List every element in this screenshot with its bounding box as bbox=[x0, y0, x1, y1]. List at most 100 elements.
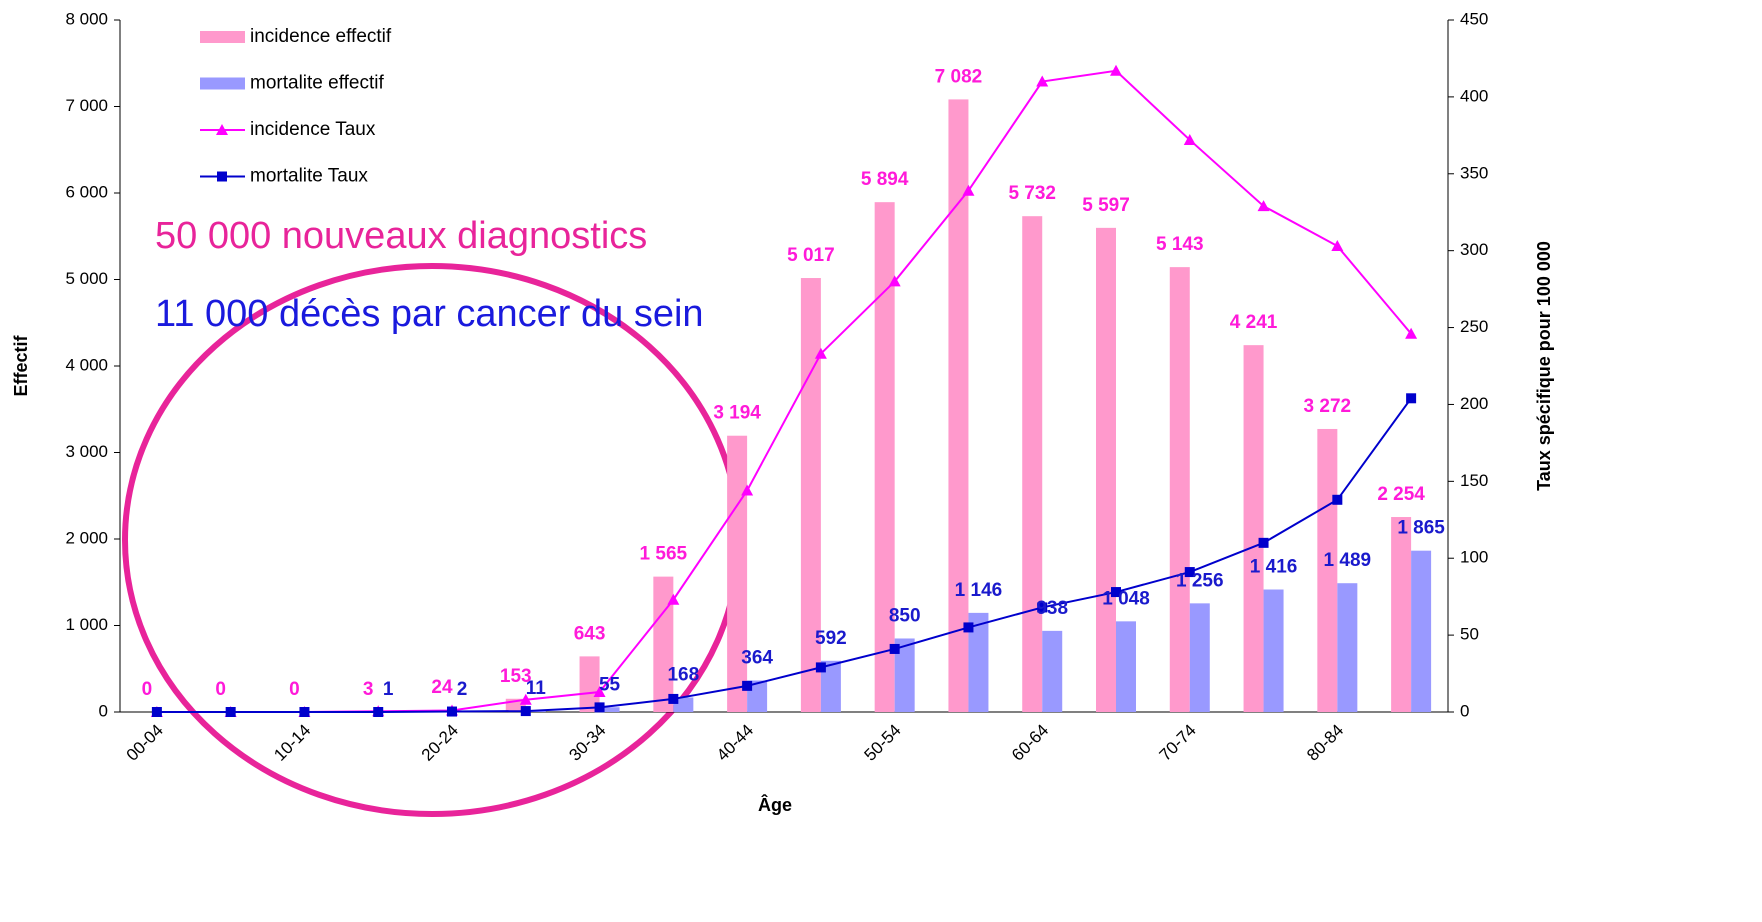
y-tick-label: 2 000 bbox=[65, 528, 108, 547]
x-tick-label: 30-34 bbox=[565, 721, 609, 765]
data-label: 0 bbox=[142, 679, 153, 700]
data-label: 1 256 bbox=[1176, 570, 1224, 591]
bar bbox=[1337, 583, 1357, 712]
legend-label: incidence Taux bbox=[250, 119, 376, 140]
bar bbox=[653, 577, 673, 712]
data-label: 3 bbox=[363, 679, 374, 700]
marker bbox=[1332, 495, 1342, 505]
x-axis-label: Âge bbox=[758, 794, 792, 815]
data-label: 7 082 bbox=[935, 66, 983, 87]
data-label: 938 bbox=[1036, 598, 1068, 619]
marker bbox=[595, 702, 605, 712]
y2-tick-label: 350 bbox=[1460, 163, 1488, 182]
data-label: 1 416 bbox=[1250, 557, 1298, 578]
data-label: 168 bbox=[667, 664, 699, 685]
marker bbox=[521, 706, 531, 716]
data-label: 11 bbox=[526, 678, 547, 699]
legend-swatch bbox=[200, 31, 245, 43]
legend-label: incidence effectif bbox=[250, 26, 392, 47]
data-label: 0 bbox=[215, 679, 226, 700]
bar bbox=[1244, 345, 1264, 712]
data-label: 1 bbox=[383, 679, 394, 700]
marker bbox=[668, 694, 678, 704]
y-tick-label: 1 000 bbox=[65, 615, 108, 634]
legend-item: incidence Taux bbox=[200, 119, 376, 140]
marker bbox=[1259, 538, 1269, 548]
marker bbox=[373, 707, 383, 717]
marker bbox=[890, 644, 900, 654]
y-tick-label: 3 000 bbox=[65, 442, 108, 461]
marker bbox=[1110, 65, 1122, 76]
data-label: 850 bbox=[889, 605, 921, 626]
y2-tick-label: 200 bbox=[1460, 394, 1488, 413]
bar bbox=[1170, 267, 1190, 712]
legend-marker bbox=[217, 172, 227, 182]
y-tick-label: 8 000 bbox=[65, 9, 108, 28]
marker bbox=[447, 707, 457, 717]
data-label: 5 732 bbox=[1008, 183, 1056, 204]
bar bbox=[1022, 216, 1042, 712]
data-label: 3 194 bbox=[713, 403, 761, 424]
legend-swatch bbox=[200, 78, 245, 90]
data-label: 1 048 bbox=[1102, 588, 1150, 609]
data-label: 2 254 bbox=[1377, 484, 1425, 505]
x-tick-label: 80-84 bbox=[1303, 721, 1347, 765]
data-label: 2 bbox=[457, 679, 468, 700]
marker bbox=[1331, 240, 1343, 251]
data-label: 1 865 bbox=[1397, 518, 1445, 539]
bar bbox=[1411, 551, 1431, 712]
y2-tick-label: 150 bbox=[1460, 471, 1488, 490]
data-label: 1 146 bbox=[955, 580, 1003, 601]
y2-tick-label: 400 bbox=[1460, 86, 1488, 105]
y2-tick-label: 0 bbox=[1460, 701, 1469, 720]
y2-axis-label: Taux spécifique pour 100 000 bbox=[1534, 241, 1554, 491]
legend-label: mortalite effectif bbox=[250, 73, 384, 94]
annotation: 50 000 nouveaux diagnostics bbox=[155, 215, 647, 257]
data-label: 364 bbox=[741, 648, 773, 669]
x-tick-label: 50-54 bbox=[860, 721, 904, 765]
marker bbox=[742, 681, 752, 691]
bar bbox=[1042, 631, 1062, 712]
legend-item: mortalite effectif bbox=[200, 73, 384, 94]
data-label: 1 565 bbox=[640, 544, 688, 565]
bar bbox=[1391, 517, 1411, 712]
y-tick-label: 4 000 bbox=[65, 355, 108, 374]
bar bbox=[1096, 228, 1116, 712]
data-label: 0 bbox=[289, 679, 300, 700]
data-label: 1 489 bbox=[1324, 550, 1372, 571]
marker bbox=[1406, 393, 1416, 403]
marker bbox=[299, 707, 309, 717]
x-tick-label: 00-04 bbox=[123, 721, 167, 765]
x-tick-label: 40-44 bbox=[713, 721, 757, 765]
x-tick-label: 20-24 bbox=[418, 721, 462, 765]
data-label: 5 894 bbox=[861, 169, 909, 190]
bar bbox=[727, 436, 747, 712]
y2-tick-label: 50 bbox=[1460, 625, 1479, 644]
annotation: 11 000 décès par cancer du sein bbox=[155, 293, 704, 335]
data-label: 4 241 bbox=[1230, 312, 1278, 333]
y2-tick-label: 450 bbox=[1460, 9, 1488, 28]
marker bbox=[816, 662, 826, 672]
x-tick-label: 60-64 bbox=[1008, 721, 1052, 765]
y-tick-label: 0 bbox=[99, 701, 108, 720]
y2-tick-label: 100 bbox=[1460, 548, 1488, 567]
legend-item: incidence effectif bbox=[200, 26, 392, 47]
legend-item: mortalite Taux bbox=[200, 166, 368, 187]
x-tick-label: 70-74 bbox=[1156, 721, 1200, 765]
legend-label: mortalite Taux bbox=[250, 166, 368, 187]
data-label: 5 143 bbox=[1156, 234, 1204, 255]
y2-tick-label: 300 bbox=[1460, 240, 1488, 259]
bar bbox=[1116, 621, 1136, 712]
data-label: 3 272 bbox=[1304, 396, 1352, 417]
highlight-ellipse bbox=[125, 266, 739, 814]
y-tick-label: 7 000 bbox=[65, 96, 108, 115]
line bbox=[157, 398, 1411, 712]
data-label: 643 bbox=[574, 623, 606, 644]
bar bbox=[875, 202, 895, 712]
y-axis-label: Effectif bbox=[11, 334, 31, 396]
x-tick-label: 10-14 bbox=[270, 721, 314, 765]
y-tick-label: 5 000 bbox=[65, 269, 108, 288]
data-label: 592 bbox=[815, 628, 847, 649]
bar bbox=[1264, 590, 1284, 712]
